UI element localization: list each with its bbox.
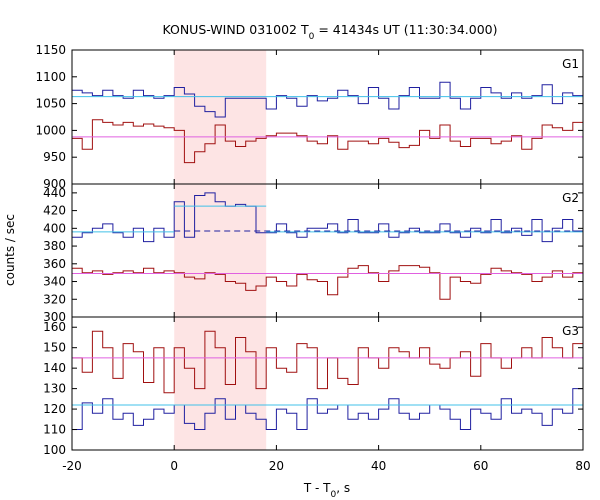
series-g1-blue-histogram [72, 81, 583, 118]
panel-label: G3 [562, 324, 579, 338]
y-tick-label: 440 [43, 186, 66, 200]
panel-frame [71, 49, 584, 185]
x-tick-label: 0 [170, 459, 178, 473]
x-axis-label: T - T0, s [303, 481, 350, 500]
panel-frame [71, 183, 584, 318]
y-tick-label: 1000 [35, 123, 66, 137]
x-tick-label: 80 [575, 459, 590, 473]
highlight-interval [174, 50, 267, 450]
series-g3-blue-histogram [72, 388, 583, 430]
x-tick-label: 40 [371, 459, 386, 473]
y-tick-label: 950 [43, 150, 66, 164]
panel-g1: 900 950 1000 1050 1100 1150 G1 [35, 43, 584, 191]
x-tick-label: 20 [269, 459, 284, 473]
y-tick-label: 150 [43, 341, 66, 355]
y-tick-label: 320 [43, 292, 66, 306]
series-g3-red-histogram [72, 330, 583, 394]
panel-g3: 100 110 120 130 140 150 160 G3 [43, 316, 584, 457]
y-tick-label: 130 [43, 382, 66, 396]
y-tick-label: 140 [43, 361, 66, 375]
y-tick-label: 420 [43, 204, 66, 218]
panel-g2: 300 320 340 360 380 400 420 440 G2 [43, 183, 584, 324]
y-tick-label: 1050 [35, 97, 66, 111]
panel-label: G2 [562, 191, 579, 205]
plot-area: 9009501000105011001150G13003203403603804… [35, 43, 590, 473]
y-tick-label: 100 [43, 443, 66, 457]
y-tick-label: 900 [43, 177, 66, 191]
y-tick-label: 160 [43, 320, 66, 334]
y-tick-label: 1150 [35, 43, 66, 57]
series-g2-red-histogram [72, 265, 583, 300]
series-g2-blue-histogram [72, 192, 583, 243]
y-tick-label: 1100 [35, 70, 66, 84]
y-tick-label: 400 [43, 221, 66, 235]
y-tick-label: 340 [43, 275, 66, 289]
series-g1-red-histogram [72, 119, 583, 164]
y-tick-label: 360 [43, 257, 66, 271]
chart-title: KONUS-WIND 031002 T0 = 41434s UT (11:30:… [162, 22, 497, 42]
panel-label: G1 [562, 57, 579, 71]
y-axis-label: counts / sec [3, 214, 17, 286]
y-tick-label: 120 [43, 402, 66, 416]
panel-frame [71, 316, 584, 451]
x-tick-label: -20 [62, 459, 82, 473]
y-tick-label: 380 [43, 239, 66, 253]
y-tick-label: 300 [43, 310, 66, 324]
x-tick-label: 60 [473, 459, 488, 473]
y-tick-label: 110 [43, 423, 66, 437]
